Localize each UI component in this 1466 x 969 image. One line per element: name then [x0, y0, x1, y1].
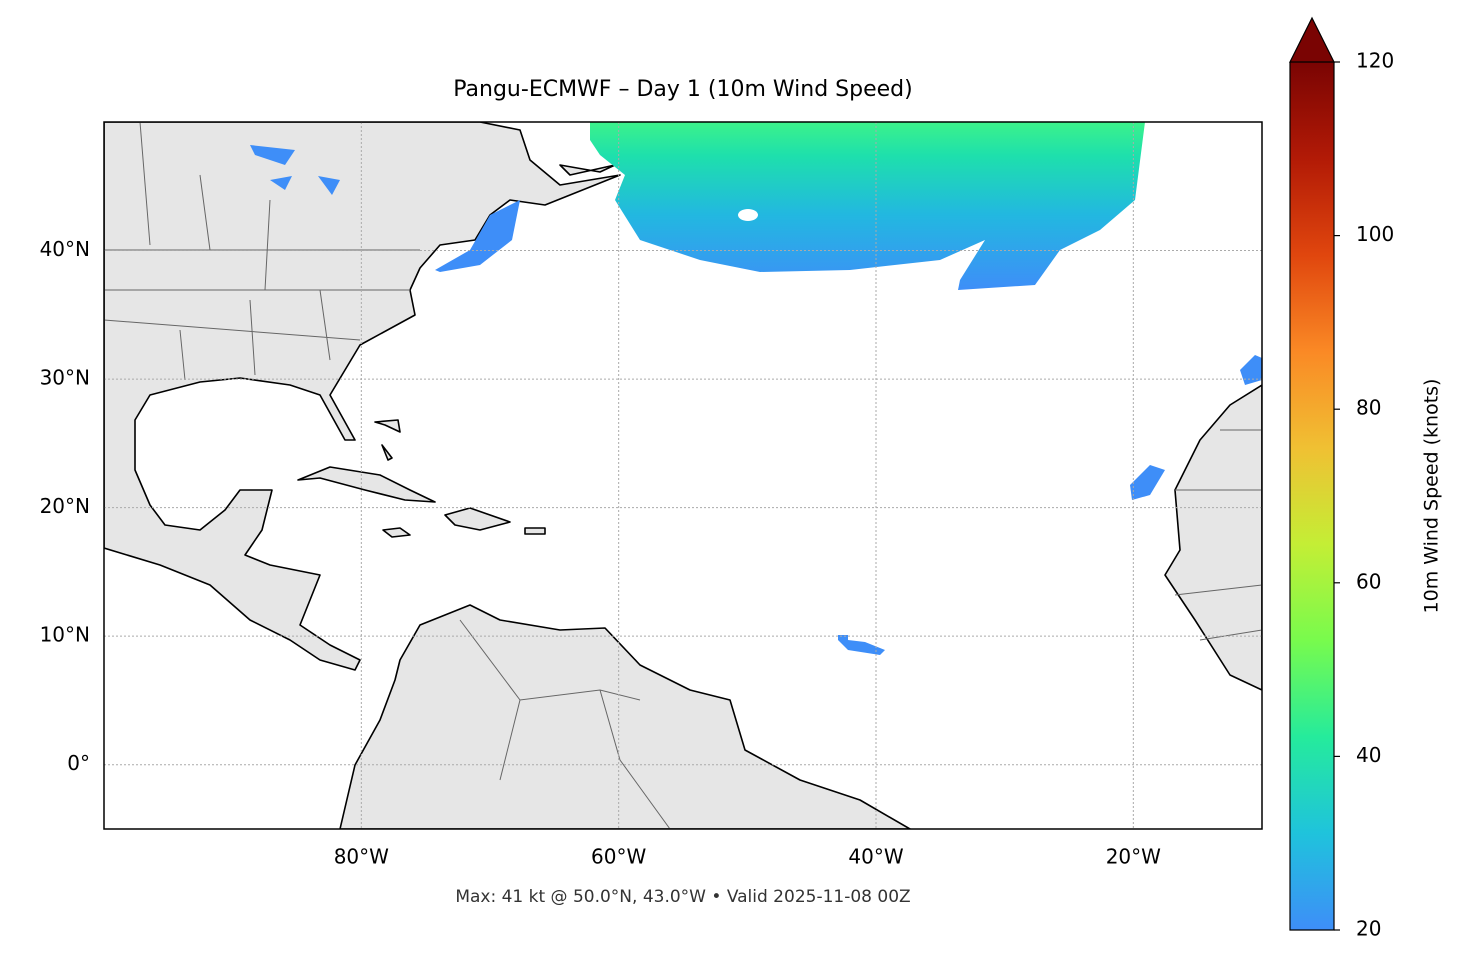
y-tick-label: 0° [67, 751, 90, 775]
colorbar-label: 10m Wind Speed (knots) [1421, 379, 1443, 614]
south-america [339, 604, 911, 829]
y-tick-label: 40°N [40, 237, 90, 261]
south-america-borders [459, 619, 671, 829]
africa-borders [1174, 429, 1262, 641]
wind-gap [738, 209, 758, 221]
colorbar-tick-label: 100 [1356, 222, 1394, 246]
x-tick-label: 20°W [1106, 845, 1161, 869]
wind-field [250, 145, 340, 195]
colorbar-tick-label: 120 [1356, 49, 1394, 73]
puerto-rico [524, 527, 546, 535]
us-borders [104, 122, 420, 381]
jamaica [382, 527, 411, 538]
y-tick-label: 20°N [40, 494, 90, 518]
bahamas [374, 419, 401, 461]
colorbar-tick-label: 20 [1356, 917, 1381, 941]
colorbar-tick-label: 60 [1356, 569, 1381, 593]
x-tick-label: 80°W [334, 845, 389, 869]
y-tick-label: 10°N [40, 623, 90, 647]
footer-note: Max: 41 kt @ 50.0°N, 43.0°W • Valid 2025… [455, 887, 910, 907]
colorbar-tick-label: 40 [1356, 743, 1381, 767]
wind-field [1130, 465, 1165, 500]
chart-title: Pangu-ECMWF – Day 1 (10m Wind Speed) [453, 77, 912, 102]
colorbar-frame [1289, 62, 1335, 931]
x-tick-label: 60°W [591, 845, 646, 869]
wind-field [435, 200, 520, 272]
map-area [104, 122, 1262, 829]
wind-field [590, 122, 1145, 290]
wind-field [838, 635, 885, 655]
cuba [297, 466, 436, 503]
africa [1164, 384, 1262, 691]
colorbar-tick-label: 80 [1356, 396, 1381, 420]
x-tick-label: 40°W [848, 845, 903, 869]
colorbar-extend [1289, 16, 1335, 63]
plot-frame [103, 121, 1263, 830]
wind-field [1240, 355, 1262, 385]
y-tick-label: 30°N [40, 366, 90, 390]
colorbar [1290, 62, 1334, 930]
north-america [104, 122, 621, 671]
hispaniola [444, 507, 511, 531]
